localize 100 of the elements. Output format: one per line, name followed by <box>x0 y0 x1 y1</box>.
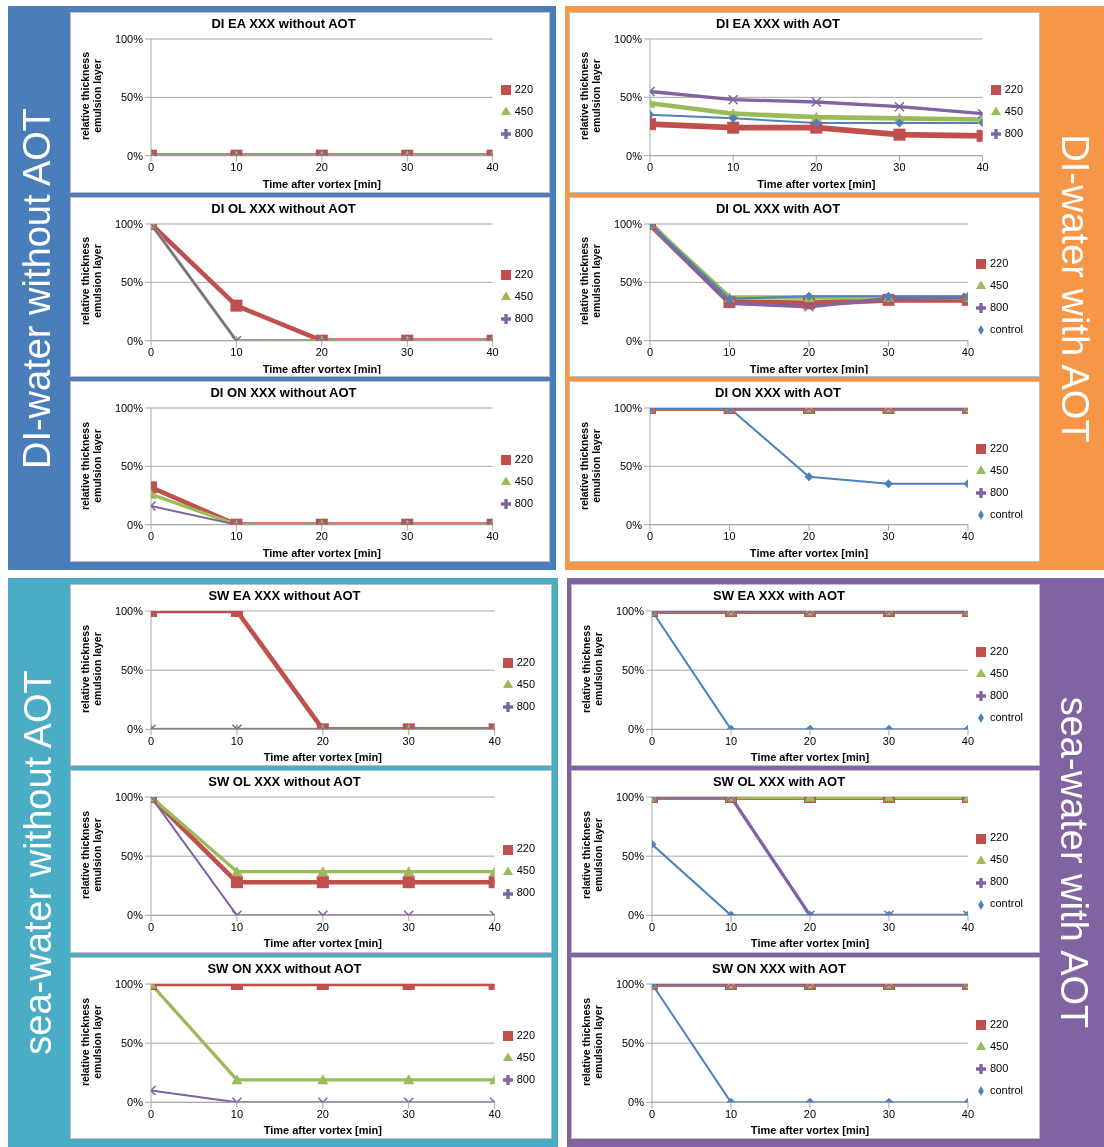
y-tick-label: 0% <box>628 909 645 922</box>
x-tick-label: 20 <box>803 921 817 934</box>
y-tick-label: 100% <box>613 402 643 415</box>
x-tick-label: 40 <box>976 161 989 174</box>
x-tick-label: 10 <box>724 1107 738 1120</box>
x-tick-label: 0 <box>648 735 656 748</box>
legend-label: 800 <box>514 311 533 324</box>
y-tick-label: 50% <box>121 275 144 288</box>
legend-label: control <box>989 897 1023 910</box>
legend-label: 220 <box>989 441 1009 454</box>
y-axis-title: relative thickness emulsion layer <box>79 810 103 902</box>
y-tick-label: 50% <box>622 1036 645 1049</box>
legend-label: 800 <box>516 700 535 713</box>
x-axis-title: Time after vortex [min] <box>263 1123 383 1136</box>
y-axis-title: relative thickness emulsion layer <box>578 235 602 328</box>
x-tick-label: 10 <box>724 735 738 748</box>
legend-label: 450 <box>514 105 533 118</box>
legend-label: 450 <box>516 864 535 877</box>
x-tick-label: 0 <box>147 346 155 359</box>
x-axis-title: Time after vortex [min] <box>749 362 869 375</box>
y-axis-title: relative thickness emulsion layer <box>578 420 602 512</box>
y-tick-label: 50% <box>620 91 643 104</box>
x-tick-label: 20 <box>316 921 329 934</box>
x-tick-label: 30 <box>401 530 414 543</box>
x-tick-label: 0 <box>147 735 155 748</box>
y-tick-label: 50% <box>121 91 144 104</box>
x-tick-label: 40 <box>488 921 501 934</box>
x-tick-label: 10 <box>727 161 740 174</box>
legend-label: 450 <box>516 678 535 691</box>
x-tick-label: 0 <box>147 1107 155 1120</box>
y-tick-label: 0% <box>626 334 643 347</box>
legend-label: 800 <box>1004 127 1023 140</box>
x-tick-label: 10 <box>230 921 244 934</box>
y-tick-label: 0% <box>127 518 144 531</box>
chart-title: SW OL XXX with AOT <box>711 774 847 790</box>
x-tick-label: 10 <box>723 346 736 359</box>
x-tick-label: 20 <box>315 530 328 543</box>
x-tick-label: 0 <box>147 530 155 543</box>
legend-label: control <box>989 507 1023 520</box>
chart-title: SW ON XXX with AOT <box>711 960 847 976</box>
chart-title: DI OL XXX without AOT <box>210 200 357 216</box>
y-tick-label: 0% <box>127 1095 144 1108</box>
x-tick-label: 10 <box>723 530 736 543</box>
text: sea-water with AOT <box>1052 696 1096 1029</box>
x-tick-label: 10 <box>230 161 243 174</box>
legend-label: 800 <box>989 689 1009 702</box>
x-tick-label: 20 <box>315 161 328 174</box>
y-tick-label: 0% <box>127 334 144 347</box>
legend-label: 220 <box>514 267 533 280</box>
y-axis-title: relative thickness emulsion layer <box>580 810 604 902</box>
legend-label: 450 <box>989 278 1009 291</box>
y-tick-label: 0% <box>628 1095 645 1108</box>
legend-label: 800 <box>514 127 533 140</box>
x-tick-label: 40 <box>961 1107 975 1120</box>
y-tick-label: 0% <box>127 723 144 736</box>
y-tick-label: 100% <box>114 977 144 990</box>
x-tick-label: 30 <box>882 921 896 934</box>
y-tick-label: 50% <box>620 275 643 288</box>
x-tick-label: 10 <box>724 921 738 934</box>
y-axis-title: relative thickness emulsion layer <box>79 235 103 328</box>
y-tick-label: 50% <box>121 850 144 863</box>
y-axis-title: relative thickness emulsion layer <box>79 624 103 716</box>
x-tick-label: 20 <box>315 346 328 359</box>
legend-label: 800 <box>516 886 535 899</box>
x-axis-title: Time after vortex [min] <box>749 546 869 559</box>
y-tick-label: 50% <box>622 664 645 677</box>
legend-label: 220 <box>514 83 533 96</box>
x-tick-label: 20 <box>802 530 816 543</box>
y-tick-label: 100% <box>613 217 643 230</box>
legend-label: control <box>989 322 1023 335</box>
x-tick-label: 30 <box>882 735 896 748</box>
x-tick-label: 30 <box>402 921 415 934</box>
x-tick-label: 40 <box>961 346 975 359</box>
x-tick-label: 0 <box>646 161 654 174</box>
x-tick-label: 0 <box>646 530 654 543</box>
y-tick-label: 100% <box>114 402 144 415</box>
y-tick-label: 100% <box>615 791 645 804</box>
chart-title: DI ON XXX with AOT <box>714 385 842 401</box>
legend-label: control <box>989 711 1023 724</box>
legend-label: 220 <box>989 256 1009 269</box>
x-tick-label: 40 <box>961 735 975 748</box>
legend-label: 220 <box>516 842 535 855</box>
x-axis-title: Time after vortex [min] <box>262 546 382 559</box>
legend-label: 450 <box>989 1039 1009 1052</box>
x-axis-title: Time after vortex [min] <box>263 937 383 950</box>
legend-label: 220 <box>516 656 535 669</box>
chart-title: DI EA XXX with AOT <box>715 16 841 31</box>
x-tick-label: 20 <box>803 1107 817 1120</box>
legend-label: 450 <box>989 463 1009 476</box>
x-tick-label: 30 <box>402 1107 415 1120</box>
x-tick-label: 20 <box>316 1107 329 1120</box>
text: DI-water with AOT <box>1052 133 1096 443</box>
chart-title: DI EA XXX without AOT <box>210 16 357 31</box>
text: DI-water without AOT <box>16 107 60 469</box>
legend-label: 220 <box>514 452 533 465</box>
y-tick-label: 100% <box>615 977 645 990</box>
legend-label: 450 <box>989 667 1009 680</box>
x-tick-label: 0 <box>147 161 155 174</box>
y-axis-title: relative thickness emulsion layer <box>79 51 103 143</box>
legend-label: 450 <box>516 1050 535 1063</box>
